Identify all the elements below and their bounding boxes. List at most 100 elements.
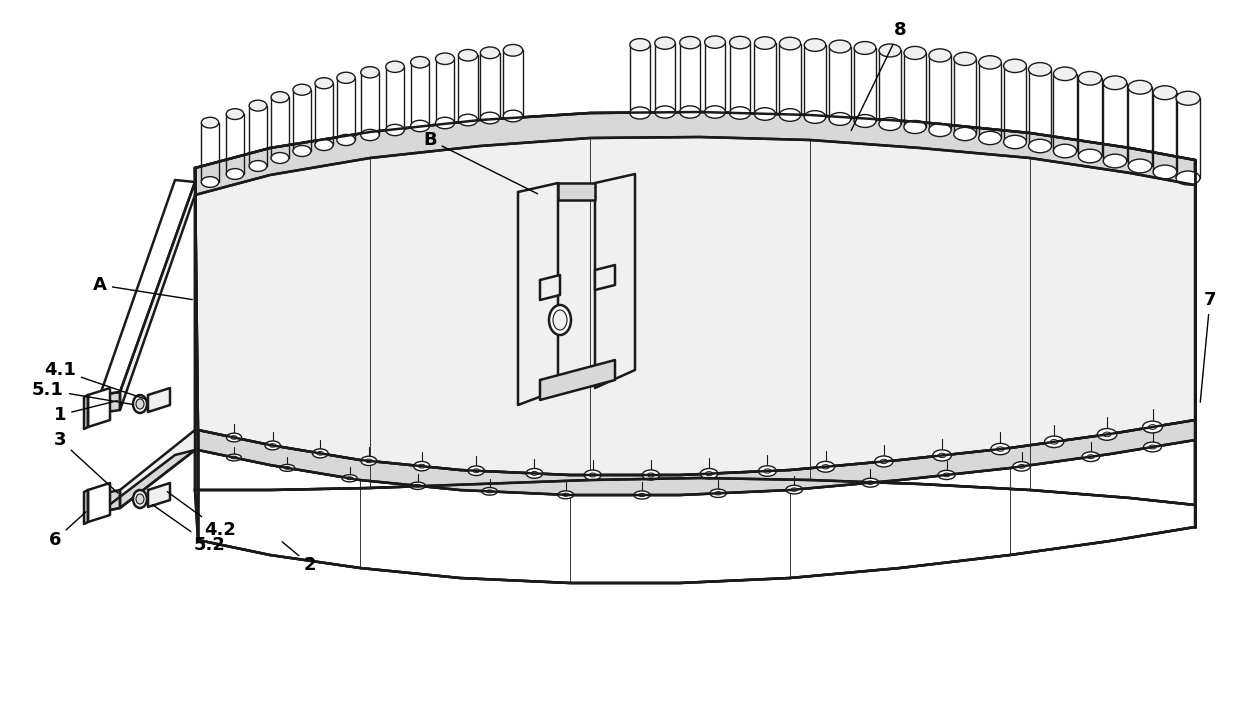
Ellipse shape <box>1079 149 1101 163</box>
Ellipse shape <box>361 456 377 465</box>
Polygon shape <box>518 183 558 405</box>
Ellipse shape <box>655 37 676 49</box>
Ellipse shape <box>655 106 676 118</box>
Ellipse shape <box>714 491 722 495</box>
Polygon shape <box>148 483 170 507</box>
Ellipse shape <box>414 484 420 487</box>
Ellipse shape <box>419 465 425 468</box>
Ellipse shape <box>269 443 275 447</box>
Ellipse shape <box>754 108 775 121</box>
Ellipse shape <box>1044 436 1064 448</box>
Ellipse shape <box>816 461 835 472</box>
Ellipse shape <box>1083 452 1100 462</box>
Ellipse shape <box>805 39 826 51</box>
Ellipse shape <box>805 111 826 123</box>
Polygon shape <box>88 483 110 522</box>
Polygon shape <box>198 420 1195 495</box>
Ellipse shape <box>780 37 801 50</box>
Polygon shape <box>195 137 1195 505</box>
Ellipse shape <box>1003 59 1027 73</box>
Ellipse shape <box>929 49 951 62</box>
Polygon shape <box>100 450 195 512</box>
Ellipse shape <box>759 466 776 477</box>
Ellipse shape <box>480 47 500 59</box>
Ellipse shape <box>337 135 355 145</box>
Ellipse shape <box>1003 135 1027 149</box>
Ellipse shape <box>284 467 290 470</box>
Polygon shape <box>100 180 195 395</box>
Text: 5.1: 5.1 <box>32 381 133 405</box>
Ellipse shape <box>342 474 357 482</box>
Ellipse shape <box>410 482 425 489</box>
Ellipse shape <box>1097 429 1117 440</box>
Ellipse shape <box>386 61 404 73</box>
Ellipse shape <box>410 121 429 132</box>
Ellipse shape <box>1054 145 1076 158</box>
Ellipse shape <box>939 453 946 458</box>
Ellipse shape <box>680 106 701 118</box>
Ellipse shape <box>680 37 701 49</box>
Text: 8: 8 <box>851 21 906 130</box>
Ellipse shape <box>1104 154 1127 168</box>
Ellipse shape <box>1148 424 1157 429</box>
Ellipse shape <box>997 447 1004 451</box>
Ellipse shape <box>201 177 218 188</box>
Text: 1: 1 <box>53 400 118 424</box>
Ellipse shape <box>558 491 574 498</box>
Ellipse shape <box>867 481 874 484</box>
Ellipse shape <box>1153 165 1177 179</box>
Ellipse shape <box>435 53 455 64</box>
Ellipse shape <box>361 67 379 78</box>
Polygon shape <box>558 183 595 200</box>
Ellipse shape <box>480 112 500 124</box>
Text: 4.2: 4.2 <box>167 491 236 539</box>
Ellipse shape <box>1104 432 1111 437</box>
Ellipse shape <box>978 56 1002 69</box>
Polygon shape <box>84 395 88 429</box>
Ellipse shape <box>482 488 497 495</box>
Ellipse shape <box>786 485 802 494</box>
Ellipse shape <box>361 130 379 140</box>
Ellipse shape <box>1128 80 1152 94</box>
Ellipse shape <box>249 100 267 111</box>
Ellipse shape <box>1018 465 1025 468</box>
Ellipse shape <box>932 450 951 461</box>
Text: 7: 7 <box>1200 291 1216 403</box>
Ellipse shape <box>630 39 650 51</box>
Ellipse shape <box>1013 462 1030 471</box>
Polygon shape <box>100 490 120 512</box>
Text: 6: 6 <box>48 512 86 549</box>
Ellipse shape <box>347 477 352 479</box>
Ellipse shape <box>764 469 771 473</box>
Ellipse shape <box>937 470 955 479</box>
Ellipse shape <box>563 493 569 496</box>
Ellipse shape <box>1050 439 1058 444</box>
Ellipse shape <box>754 37 775 49</box>
Ellipse shape <box>862 478 879 487</box>
Polygon shape <box>595 265 615 290</box>
Ellipse shape <box>830 113 851 125</box>
Ellipse shape <box>954 52 976 66</box>
Polygon shape <box>595 174 635 388</box>
Text: 3: 3 <box>53 431 118 493</box>
Ellipse shape <box>312 449 329 458</box>
Ellipse shape <box>701 469 718 479</box>
Ellipse shape <box>647 473 655 477</box>
Ellipse shape <box>293 84 311 95</box>
Ellipse shape <box>642 470 660 480</box>
Ellipse shape <box>1142 421 1162 433</box>
Polygon shape <box>195 112 1195 475</box>
Ellipse shape <box>874 456 893 467</box>
Ellipse shape <box>854 42 875 54</box>
Ellipse shape <box>822 465 830 469</box>
Ellipse shape <box>1153 86 1177 99</box>
Ellipse shape <box>503 44 523 56</box>
Ellipse shape <box>272 92 289 103</box>
Ellipse shape <box>589 473 596 477</box>
Ellipse shape <box>337 72 355 83</box>
Ellipse shape <box>201 117 218 128</box>
Ellipse shape <box>136 399 144 409</box>
Ellipse shape <box>472 469 480 472</box>
Text: 4.1: 4.1 <box>45 361 145 399</box>
Ellipse shape <box>133 490 148 508</box>
